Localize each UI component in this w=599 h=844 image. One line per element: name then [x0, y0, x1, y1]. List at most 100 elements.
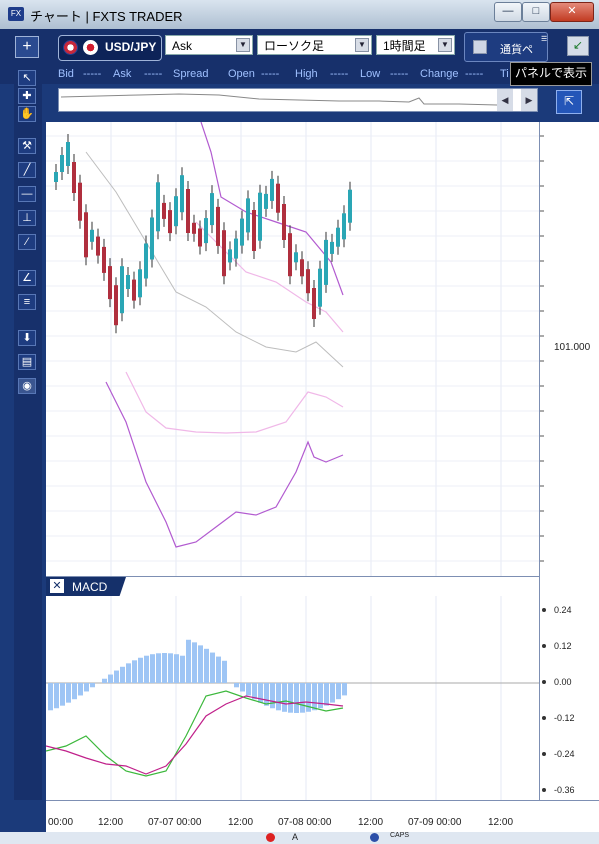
close-icon[interactable]: ✕ [50, 579, 64, 593]
horizontal-line-icon[interactable]: — [18, 186, 36, 202]
candle-body [342, 213, 346, 240]
bid-label: Bid [58, 68, 74, 80]
histogram-bar [198, 645, 203, 683]
price-type-select[interactable]: Ask ▼ [165, 35, 253, 55]
histogram-bar [240, 683, 245, 692]
candle-body [276, 183, 280, 213]
fibonacci-icon[interactable]: ≡ [18, 294, 36, 310]
vertical-line-icon[interactable]: ⊥ [18, 210, 36, 226]
camera-icon[interactable]: ◉ [18, 378, 36, 394]
candle-body [264, 193, 268, 209]
candle-body [78, 182, 82, 221]
candle-body [330, 241, 334, 254]
panel-checkbox[interactable] [473, 40, 487, 54]
low-label: Low [360, 68, 381, 80]
price-chart[interactable] [46, 121, 567, 587]
candle-body [318, 268, 322, 307]
time-tick-2: 07-07 00:00 [148, 817, 202, 828]
indicator-list-icon[interactable]: ▤ [18, 354, 36, 370]
time-axis: 00:00 12:00 07-07 00:00 12:00 07-08 00:0… [46, 800, 599, 832]
candle-body [282, 204, 286, 240]
time-label: Ti [500, 68, 509, 80]
candle-body [132, 279, 136, 301]
candle-body [270, 178, 274, 201]
time-tick-6: 07-09 00:00 [408, 817, 462, 828]
histogram-bar [84, 683, 89, 692]
macd-axis-tick [542, 680, 546, 684]
help-icon[interactable] [370, 833, 379, 842]
currency-pair-selector[interactable]: USD/JPY [58, 35, 162, 61]
drawing-toolbar: ↖ ✚ ✋ ⚒ ╱ — ⊥ ⁄ ∠ ≡ ⬇ ▤ ◉ [14, 64, 42, 800]
histogram-bar [156, 653, 161, 683]
timeframe-select[interactable]: 1時間足 ▼ [376, 35, 455, 55]
crosshair-pointer-icon[interactable]: ✚ [18, 88, 36, 104]
high-label: High [295, 68, 318, 80]
low-value: ----- [390, 68, 409, 80]
histogram-bar [258, 683, 263, 703]
macd-panel[interactable] [45, 596, 567, 800]
macd-axis-tick [542, 752, 546, 756]
candle-body [102, 246, 106, 273]
macd-line [45, 695, 344, 775]
candle-body [66, 142, 70, 166]
fit-chart-icon[interactable]: ⇱ [556, 90, 582, 114]
histogram-bar [336, 683, 341, 700]
delete-tool-icon[interactable]: ⚒ [18, 138, 36, 154]
candle-body [336, 227, 340, 247]
candle-body [54, 172, 58, 182]
caps-indicator: CAPS [390, 832, 410, 839]
parallel-lines-icon[interactable]: ⁄ [18, 234, 36, 250]
macd-axis: 0.24 0.12 0.00 -0.12 -0.24 -0.36 [539, 576, 599, 800]
macd-axis-tick [542, 644, 546, 648]
chevron-down-icon: ▼ [236, 38, 250, 52]
detach-panel-icon[interactable]: ↙ [567, 36, 589, 56]
trend-line-icon[interactable]: ╱ [18, 162, 36, 178]
navigator-scroll-right[interactable]: ▶ [521, 89, 537, 111]
maximize-button[interactable]: □ [522, 2, 550, 22]
candle-body [84, 212, 88, 258]
candle-body [180, 175, 184, 213]
histogram-bar [174, 654, 179, 683]
timeframe-value: 1時間足 [383, 39, 426, 53]
candle-body [156, 182, 160, 232]
candle-body [324, 239, 328, 285]
histogram-bar [180, 655, 185, 683]
download-icon[interactable]: ⬇ [18, 330, 36, 346]
navigator-scroll-left[interactable]: ◀ [497, 89, 513, 111]
histogram-bar [246, 683, 251, 696]
open-value: ----- [261, 68, 280, 80]
histogram-bar [138, 657, 143, 683]
tray-app-icon[interactable] [266, 833, 275, 842]
histogram-bar [210, 652, 215, 683]
tray-language-icon[interactable]: A [292, 832, 299, 842]
pointer-icon[interactable]: ↖ [18, 70, 36, 86]
currency-panel-label: 通貨ペ [500, 44, 533, 56]
minimize-button[interactable]: — [494, 2, 522, 22]
close-button[interactable]: ✕ [550, 2, 594, 22]
fan-lines-icon[interactable]: ∠ [18, 270, 36, 286]
candle-body [216, 206, 220, 246]
macd-tick-4: -0.24 [554, 749, 575, 759]
add-chart-button[interactable]: + [15, 36, 39, 58]
histogram-bar [126, 663, 131, 683]
window-title: チャート | FXTS TRADER [30, 9, 183, 24]
jp-flag-icon [83, 40, 98, 55]
chevron-down-icon: ▼ [438, 38, 452, 52]
histogram-bar [72, 683, 77, 700]
histogram-bar [78, 683, 83, 696]
candle-body [138, 269, 142, 298]
candle-body [210, 193, 214, 226]
hand-icon[interactable]: ✋ [18, 106, 36, 122]
histogram-bar [90, 683, 95, 688]
histogram-bar [276, 683, 281, 711]
candle-body [240, 218, 244, 246]
currency-panel-toggle[interactable]: 通貨ペ ☰ [464, 32, 548, 62]
candle-body [228, 249, 232, 263]
macd-tick-3: -0.12 [554, 713, 575, 723]
histogram-bar [264, 683, 269, 706]
chart-type-select[interactable]: ローソク足 ▼ [257, 35, 372, 55]
histogram-bar [294, 683, 299, 713]
price-axis-label: 101.000 [554, 342, 591, 353]
candle-body [246, 198, 250, 233]
chart-navigator[interactable]: ◀ ▶ [58, 88, 538, 112]
